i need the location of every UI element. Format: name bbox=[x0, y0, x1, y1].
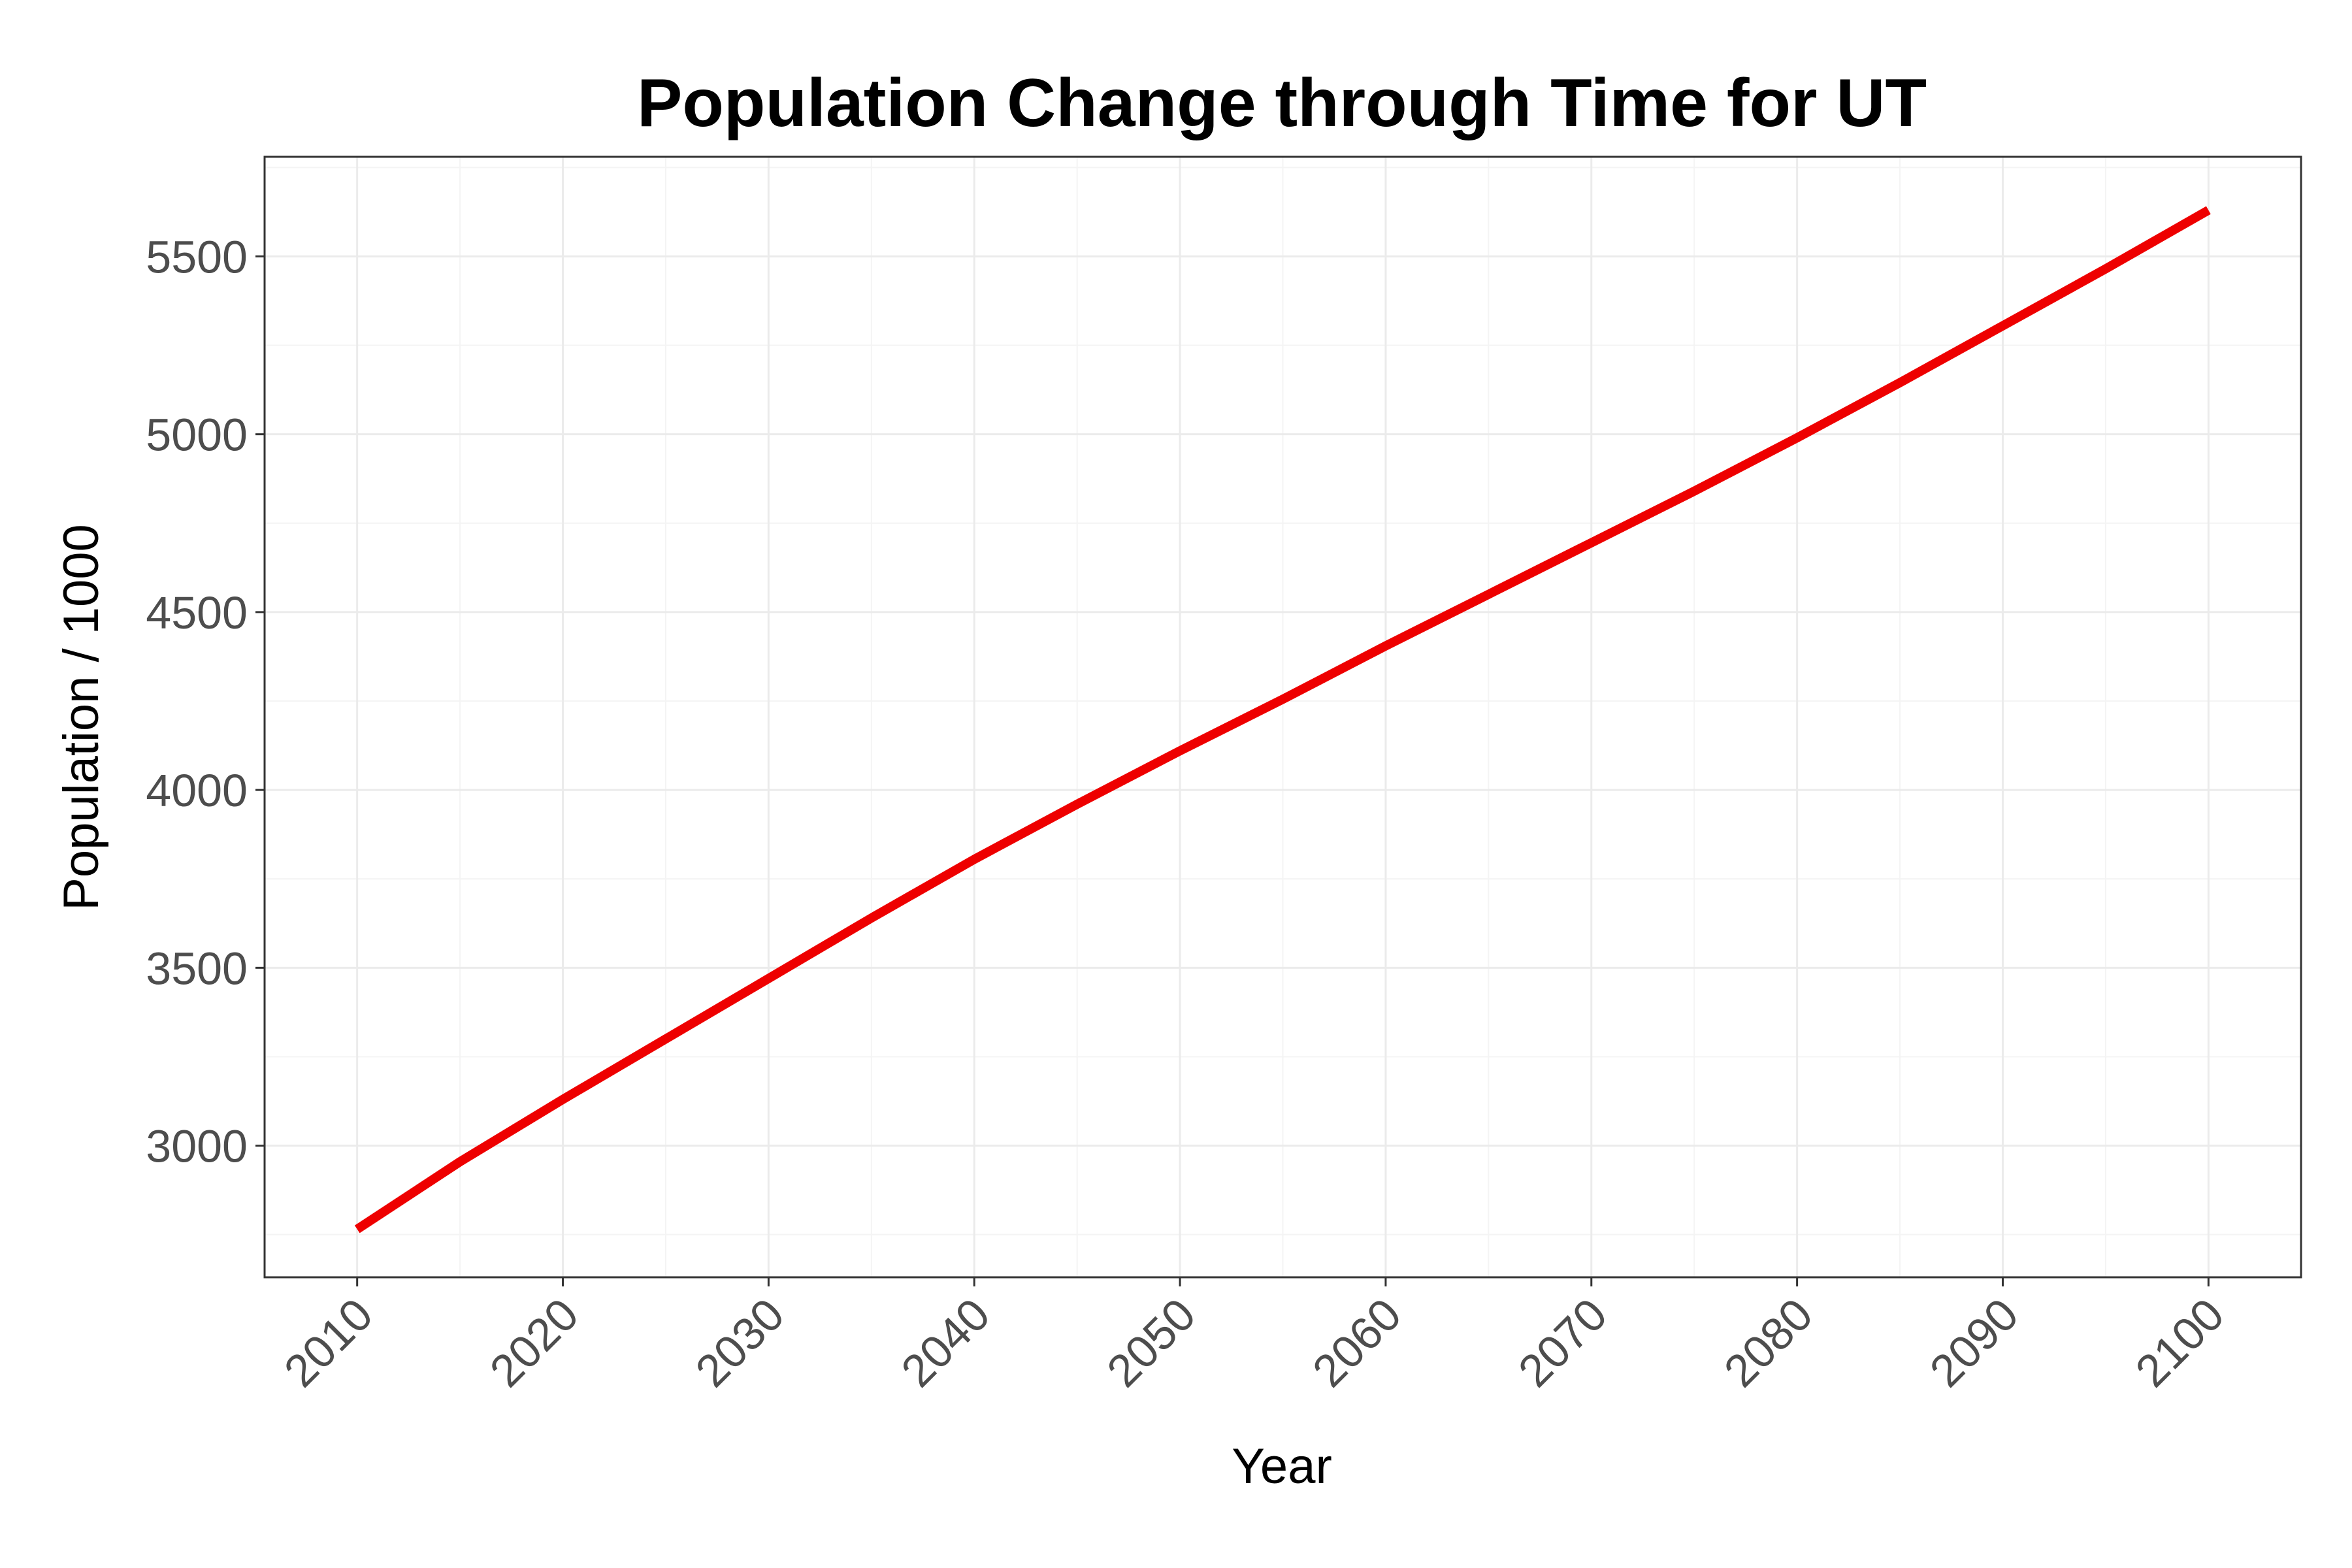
series-layer bbox=[354, 206, 2211, 1233]
y-tick-label: 5000 bbox=[146, 410, 248, 461]
chart-title: Population Change through Time for UT bbox=[637, 65, 1927, 141]
y-tick-label: 4500 bbox=[146, 587, 248, 638]
y-tick-label: 5500 bbox=[146, 231, 248, 282]
plot-panel-border bbox=[263, 155, 2302, 1279]
x-axis-title: Year bbox=[1232, 1439, 1332, 1494]
y-tick-label: 3500 bbox=[146, 943, 248, 994]
y-tick-label: 3000 bbox=[146, 1121, 248, 1172]
y-tick-label: 4000 bbox=[146, 765, 248, 816]
series-line bbox=[354, 206, 2211, 1233]
gridlines bbox=[265, 157, 2301, 1277]
y-axis-title: Population / 1000 bbox=[54, 524, 109, 911]
